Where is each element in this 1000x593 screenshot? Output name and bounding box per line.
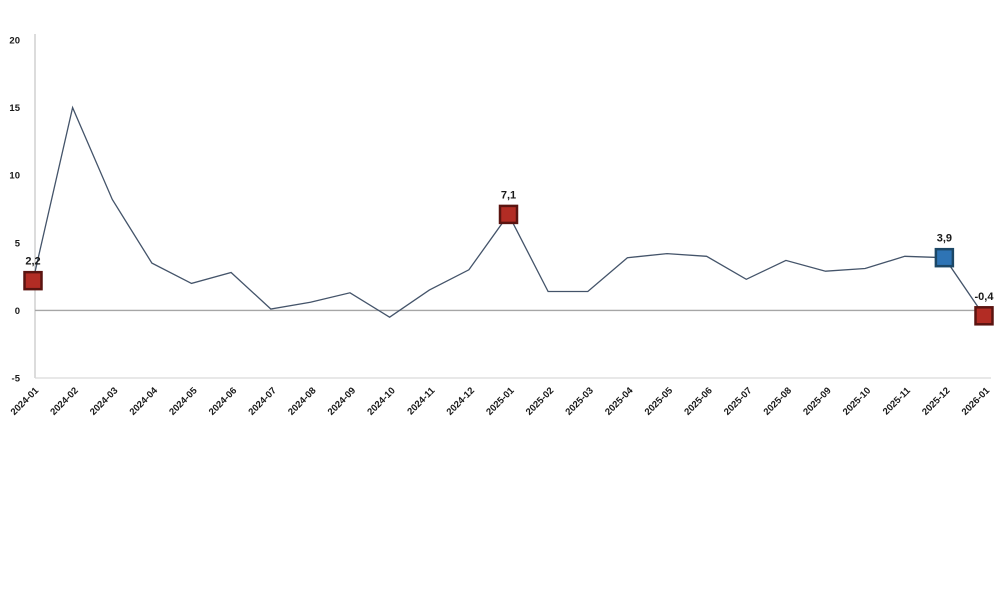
y-tick-label: -5 [12, 374, 21, 385]
x-tick-label: 2025-03 [563, 385, 595, 417]
x-tick-label: 2025-11 [881, 385, 914, 418]
x-tick-label: 2026-01 [960, 385, 993, 418]
marker-2024-01 [23, 270, 43, 291]
x-tick-label: 2024-04 [128, 385, 161, 418]
point-label-2025-12: 3,9 [937, 233, 952, 245]
x-tick-label: 2025-07 [722, 385, 754, 417]
x-tick-label: 2025-04 [603, 385, 636, 418]
x-tick-label: 2025-12 [920, 385, 952, 417]
x-tick-label: 2025-05 [643, 385, 676, 418]
x-tick-label: 2024-08 [286, 385, 318, 417]
y-tick-label: 5 [15, 238, 21, 249]
x-tick-label: 2024-03 [88, 385, 120, 417]
marker-2025-01 [498, 204, 519, 225]
x-tick-label: 2024-06 [207, 385, 239, 417]
y-tick-label: 10 [9, 171, 20, 182]
x-tick-label: 2025-01 [484, 385, 517, 418]
x-tick-label: 2024-01 [9, 385, 42, 418]
x-tick-label: 2025-08 [762, 385, 794, 417]
x-tick-label: 2025-10 [841, 385, 873, 417]
x-tick-label: 2025-02 [524, 385, 556, 417]
y-tick-label: 0 [15, 306, 20, 317]
x-tick-label: 2024-11 [405, 385, 438, 418]
point-label-2024-01: 2,2 [25, 256, 40, 268]
y-tick-label: 20 [9, 36, 20, 47]
x-tick-label: 2025-06 [682, 385, 714, 417]
x-tick-label: 2024-09 [326, 385, 358, 417]
x-tick-label: 2024-05 [167, 385, 200, 418]
marker-2025-12 [934, 247, 955, 268]
x-tick-label: 2024-07 [246, 385, 278, 417]
x-tick-label: 2025-09 [801, 385, 833, 417]
marker-2026-01 [974, 306, 994, 326]
x-tick-label: 2024-12 [445, 385, 477, 417]
x-tick-label: 2024-10 [365, 385, 397, 417]
point-label-2026-01: -0,4 [975, 291, 995, 303]
y-tick-label: 15 [9, 103, 20, 114]
x-tick-label: 2024-02 [48, 385, 80, 417]
point-label-2025-01: 7,1 [501, 189, 516, 201]
